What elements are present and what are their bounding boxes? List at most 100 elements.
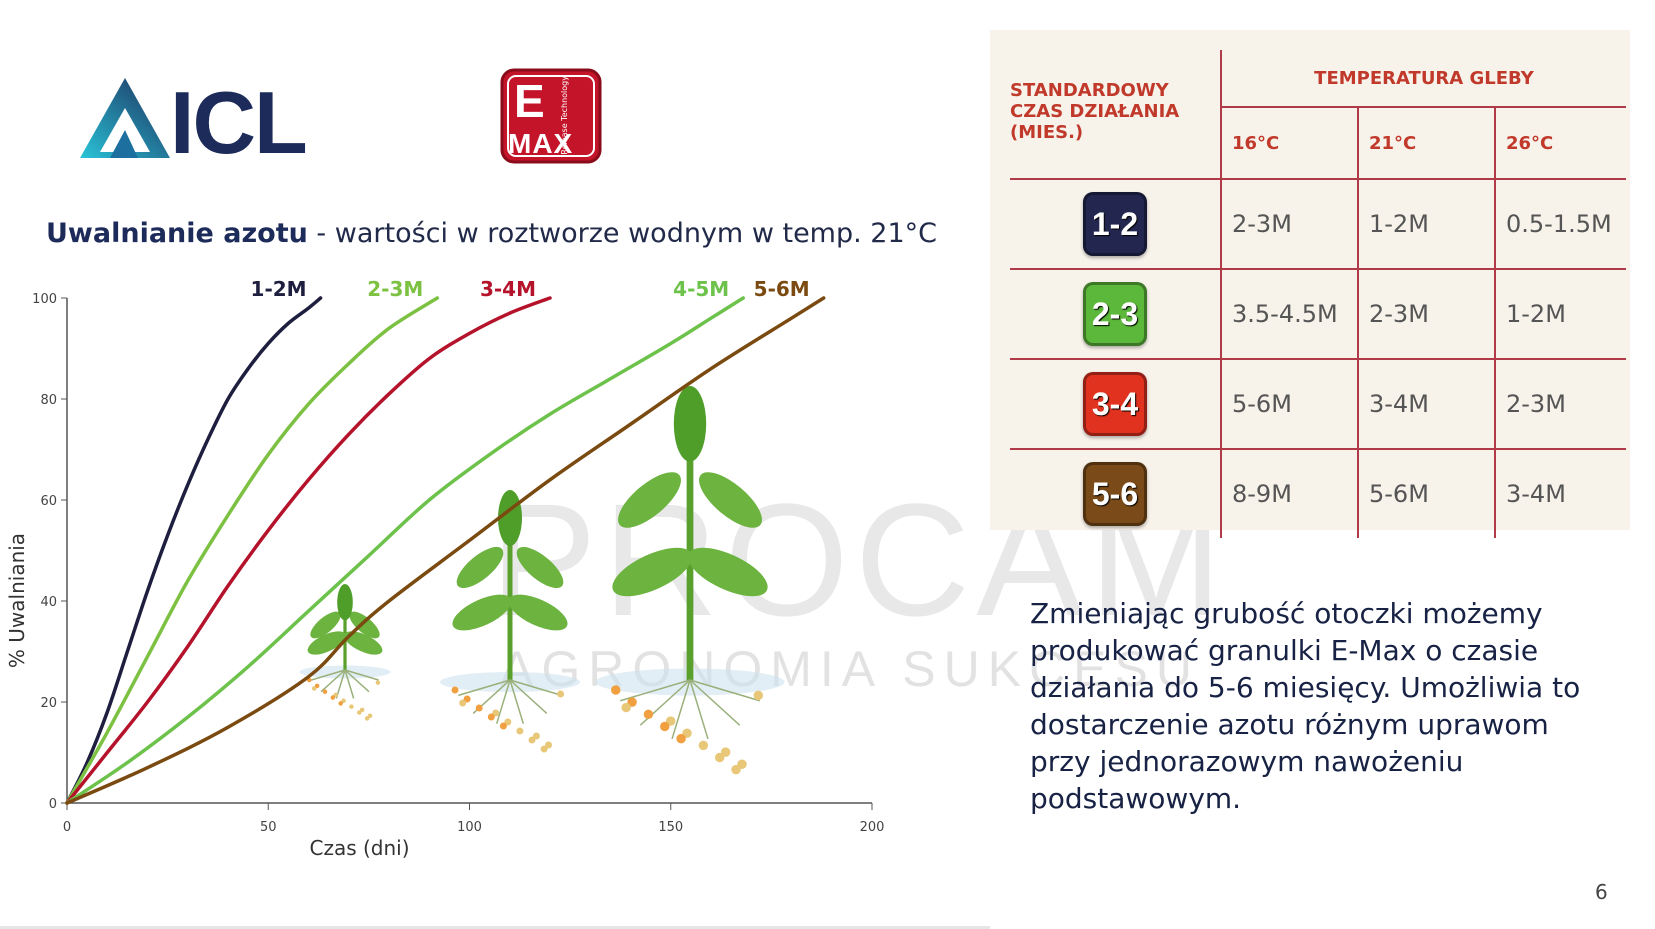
root: [458, 679, 511, 697]
granule: [528, 736, 536, 744]
footer-divider: [0, 926, 990, 929]
release-table-panel: STANDARDOWY CZAS DZIAŁANIA (MIES.) TEMPE…: [990, 30, 1630, 538]
badge-cell: 3-4: [1010, 358, 1221, 449]
leaf: [618, 472, 681, 528]
leaf: [508, 594, 568, 631]
table-cell: 0.5-1.5M: [1494, 178, 1626, 269]
duration-badge: 1-2: [1083, 192, 1147, 256]
granule: [357, 710, 362, 715]
temp-26-label: 26°C: [1506, 132, 1554, 154]
header-line-2: CZAS DZIAŁANIA: [1010, 101, 1180, 122]
duration-badge: 5-6: [1083, 462, 1147, 526]
badge-cell: 5-6: [1010, 448, 1221, 538]
granule: [475, 704, 483, 712]
granule: [459, 699, 467, 707]
duration-badge: 3-4: [1083, 372, 1147, 436]
root: [509, 679, 562, 697]
badge-cell: 1-2: [1010, 178, 1221, 269]
x-tick-label: 150: [658, 820, 683, 835]
granule: [676, 733, 686, 744]
x-axis-label: Czas (dni): [309, 836, 409, 860]
granule: [487, 713, 495, 721]
header-soil-temp-label: TEMPERATURA GLEBY: [1314, 67, 1534, 89]
granule: [753, 690, 764, 701]
root: [311, 669, 346, 681]
table-cell: 5-6M: [1220, 358, 1358, 449]
badge-cell: 2-3: [1010, 268, 1221, 359]
granule: [621, 702, 631, 713]
x-tick-label: 100: [457, 820, 482, 835]
granule: [643, 709, 654, 720]
y-axis-label: % Uwalniania: [5, 533, 29, 668]
table-cell: 3.5-4.5M: [1220, 268, 1358, 359]
table-cell: 3-4M: [1357, 358, 1495, 449]
emax-logo: E Release Technology MAX: [500, 68, 602, 168]
leaf: [612, 547, 693, 597]
table-row: 2-3 3.5-4.5M 2-3M 1-2M: [1010, 268, 1626, 359]
series-label-1-2M: 1-2M: [251, 280, 307, 301]
granule: [451, 686, 459, 694]
root: [671, 679, 691, 740]
table-cell: 1-2M: [1357, 178, 1495, 269]
chart-title: Uwalnianie azotu - wartości w roztworze …: [46, 218, 937, 249]
y-tick-label: 0: [49, 797, 57, 812]
leaf: [344, 631, 383, 655]
leaf: [699, 472, 762, 528]
header-standard-time: STANDARDOWY CZAS DZIAŁANIA (MIES.): [1010, 50, 1221, 179]
page-number: 6: [1595, 880, 1608, 904]
granule: [499, 722, 507, 730]
temp-col-26: 26°C: [1494, 107, 1626, 179]
emax-word: MAX: [508, 128, 574, 159]
granule: [660, 721, 670, 732]
leaf: [516, 546, 564, 589]
y-tick-label: 100: [32, 292, 57, 307]
root: [689, 679, 741, 726]
root: [320, 669, 346, 693]
root: [689, 679, 760, 702]
x-tick-label: 200: [860, 820, 885, 835]
leaf: [452, 594, 512, 631]
root: [344, 669, 370, 693]
leaf: [310, 611, 341, 639]
granule: [557, 690, 565, 698]
table-cell: 2-3M: [1357, 268, 1495, 359]
plants-illustration: [299, 386, 785, 775]
granule: [540, 745, 548, 753]
icl-triangle-icon: [80, 78, 170, 158]
granule: [364, 716, 370, 721]
granule: [375, 680, 381, 685]
header-line-3: (MIES.): [1010, 122, 1084, 143]
table-row: 5-6 8-9M 5-6M 3-4M: [1010, 448, 1626, 538]
table-cell: 8-9M: [1220, 448, 1358, 538]
granule: [330, 695, 336, 700]
description-text: Zmieniając grubość otoczki możemy produk…: [1030, 597, 1581, 815]
series-label-3-4M: 3-4M: [480, 280, 536, 301]
plant-icon: [440, 490, 580, 753]
granule: [731, 764, 741, 775]
temp-col-21: 21°C: [1357, 107, 1495, 179]
top-leaf: [337, 584, 353, 621]
table-cell: 3-4M: [1494, 448, 1626, 538]
root: [509, 679, 548, 714]
granule: [322, 689, 328, 694]
y-tick-label: 40: [40, 595, 57, 610]
temp-16-label: 16°C: [1232, 132, 1280, 154]
emax-letter: E: [514, 75, 545, 127]
granule: [349, 704, 354, 709]
root: [344, 669, 355, 699]
icl-wordmark: ICL: [170, 73, 308, 172]
granule: [311, 686, 317, 691]
series-line-2-3M: [65, 296, 440, 805]
chart-title-bold: Uwalnianie azotu: [46, 218, 308, 249]
root: [509, 679, 525, 724]
icl-logo: ICL: [80, 78, 308, 168]
duration-badge: 2-3: [1083, 282, 1147, 346]
table-cell: 2-3M: [1494, 358, 1626, 449]
y-tick-label: 20: [40, 696, 57, 711]
leaf: [687, 547, 768, 597]
x-tick-label: 0: [63, 820, 71, 835]
temp-21-label: 21°C: [1369, 132, 1417, 154]
granule: [338, 701, 343, 706]
root: [620, 679, 691, 702]
series-label-2-3M: 2-3M: [367, 280, 423, 301]
